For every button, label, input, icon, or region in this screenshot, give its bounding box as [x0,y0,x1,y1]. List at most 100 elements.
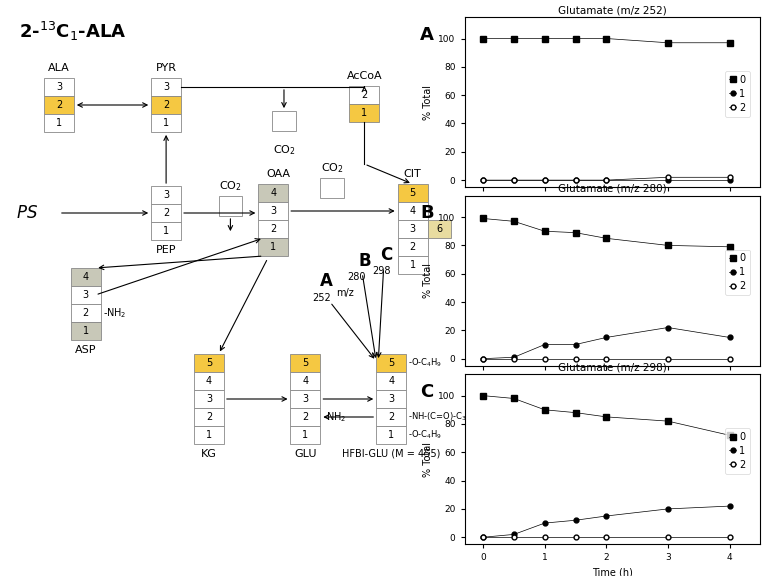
2 [540,177,549,184]
Bar [44,114,74,132]
0 [664,418,673,425]
1 [509,354,518,361]
0 [509,218,518,225]
Bar [376,390,406,408]
2 [571,534,580,541]
1 [664,324,673,331]
Line: 0: 0 [480,392,733,438]
0 [509,35,518,42]
Legend: 0, 1, 2: 0, 1, 2 [725,428,750,473]
0 [478,215,488,222]
Text: -NH$_2$: -NH$_2$ [323,410,346,424]
Text: 252: 252 [312,293,331,303]
X-axis label: Time (h): Time (h) [592,568,633,576]
Text: A: A [320,272,333,290]
Bar [44,96,74,114]
1 [540,520,549,526]
2 [509,534,518,541]
Legend: 0, 1, 2: 0, 1, 2 [725,71,750,116]
Text: 2: 2 [83,308,89,318]
1 [571,517,580,524]
Bar [349,104,379,122]
Bar [398,256,428,274]
Bar [71,268,101,286]
Text: 3: 3 [83,290,89,300]
0 [571,35,580,42]
Text: 2: 2 [56,100,62,110]
Line: 2: 2 [481,356,732,361]
Text: $\it{PS}$: $\it{PS}$ [16,204,38,222]
Bar [219,196,242,216]
0 [725,432,734,439]
0 [725,39,734,46]
Text: 1: 1 [206,430,212,440]
Text: CO$_2$: CO$_2$ [219,179,242,193]
1 [478,534,488,541]
1 [478,177,488,184]
2 [509,355,518,362]
1 [664,506,673,513]
0 [571,229,580,236]
0 [601,35,611,42]
Title: Glutamate (m/z 298): Glutamate (m/z 298) [558,362,667,372]
2 [664,355,673,362]
Bar [290,372,320,390]
2 [509,177,518,184]
Title: Glutamate (m/z 252): Glutamate (m/z 252) [558,5,667,15]
Bar [376,372,406,390]
Text: 5: 5 [409,188,415,198]
0 [509,395,518,402]
Bar [194,354,224,372]
Text: 2: 2 [206,412,212,422]
Text: 1: 1 [83,326,89,336]
0 [540,35,549,42]
Bar [151,186,181,204]
Bar [258,202,288,220]
Text: 2: 2 [388,412,394,422]
Text: 3: 3 [56,82,62,92]
2 [540,534,549,541]
Text: 4: 4 [303,376,309,386]
2 [478,355,488,362]
1 [725,177,734,184]
Title: Glutamate (m/z 280): Glutamate (m/z 280) [558,184,667,194]
1 [664,177,673,184]
Line: 2: 2 [481,535,732,540]
Text: 5: 5 [303,358,309,368]
Text: CO$_2$: CO$_2$ [273,143,296,157]
Text: 2: 2 [163,208,169,218]
Text: 3: 3 [409,224,415,234]
Bar [376,354,406,372]
Text: 2-$^{13}$C$_1$-ALA: 2-$^{13}$C$_1$-ALA [19,20,127,43]
Bar [71,304,101,322]
0 [571,409,580,416]
Text: 3: 3 [206,394,212,404]
Text: 298: 298 [372,266,391,276]
2 [601,534,611,541]
Text: 4: 4 [388,376,394,386]
Text: 1: 1 [163,226,169,236]
Text: 3: 3 [388,394,394,404]
X-axis label: Time (h): Time (h) [592,211,633,221]
0 [540,228,549,234]
Bar [320,178,344,198]
0 [664,242,673,249]
2 [725,534,734,541]
Text: 1: 1 [361,108,367,118]
Text: 6: 6 [436,224,442,234]
Text: 1: 1 [409,260,415,270]
Text: PEP: PEP [156,245,177,255]
Bar [71,322,101,340]
Text: 2: 2 [361,90,367,100]
Bar [349,86,379,104]
Text: PYR: PYR [156,63,177,73]
Y-axis label: % Total: % Total [423,85,433,120]
Line: 0: 0 [480,215,733,250]
Text: 5: 5 [206,358,212,368]
Bar [290,390,320,408]
2 [664,174,673,181]
Bar [151,222,181,240]
Text: AcCoA: AcCoA [346,71,382,81]
2 [478,534,488,541]
Line: 0: 0 [480,35,733,46]
